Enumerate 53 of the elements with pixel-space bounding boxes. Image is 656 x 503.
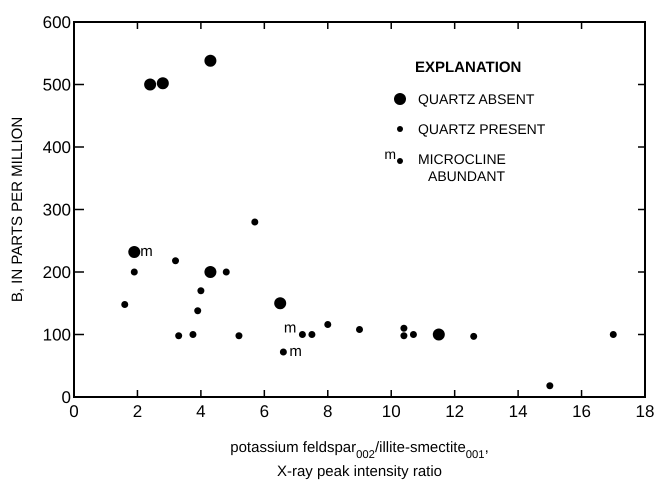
x-tick-label: 8 bbox=[323, 402, 333, 421]
point bbox=[197, 287, 204, 294]
point bbox=[324, 321, 332, 328]
point bbox=[610, 331, 617, 338]
point bbox=[470, 332, 478, 340]
point bbox=[204, 266, 216, 278]
x-tick-label: 2 bbox=[132, 402, 142, 421]
y-tick-label: 100 bbox=[42, 326, 71, 344]
point bbox=[235, 332, 242, 340]
point bbox=[410, 331, 417, 338]
x-tick-label: 12 bbox=[445, 402, 464, 421]
point bbox=[280, 348, 287, 356]
point bbox=[121, 301, 128, 308]
x-tick-label: 10 bbox=[382, 402, 401, 421]
point bbox=[308, 331, 316, 338]
legend-label: QUARTZ PRESENT bbox=[418, 121, 546, 137]
point bbox=[189, 331, 196, 338]
x-tick-label: 6 bbox=[260, 402, 270, 421]
point bbox=[144, 78, 156, 90]
point bbox=[156, 77, 169, 90]
annotation: m bbox=[289, 343, 302, 360]
annotation: MICROCLINE ABUNDANT bbox=[418, 151, 506, 184]
point bbox=[128, 246, 140, 258]
legend-title: EXPLANATION bbox=[415, 59, 522, 76]
text: potassium feldspar$_{002}$/illite-smectite$_{001}$, X-ray peak intensity ratio bbox=[230, 439, 489, 480]
point bbox=[251, 218, 258, 226]
y-tick-label: 500 bbox=[42, 76, 71, 94]
point bbox=[400, 332, 408, 340]
x-tick-label: 16 bbox=[572, 402, 592, 421]
y-axis-title: B, IN PARTS PER MILLION bbox=[9, 116, 26, 302]
y-tick-label: 300 bbox=[42, 200, 71, 220]
point bbox=[546, 382, 554, 390]
y-tick-label: 200 bbox=[42, 263, 71, 282]
y-tick-label: 0 bbox=[62, 388, 71, 407]
point bbox=[356, 326, 363, 333]
point bbox=[130, 268, 138, 276]
annotation: m bbox=[284, 320, 296, 336]
point bbox=[172, 257, 180, 264]
point bbox=[222, 268, 230, 276]
point bbox=[274, 297, 286, 310]
point bbox=[432, 328, 445, 340]
point bbox=[204, 54, 216, 67]
legend-label: QUARTZ ABSENT bbox=[418, 91, 535, 107]
point bbox=[194, 307, 202, 314]
annotation: m bbox=[140, 243, 153, 260]
x-tick-label: 18 bbox=[636, 402, 654, 421]
point bbox=[400, 324, 408, 332]
x-tick-label: 14 bbox=[508, 402, 528, 421]
y-tick-label: 600 bbox=[42, 13, 71, 32]
point bbox=[298, 331, 306, 338]
y-tick-label: 400 bbox=[42, 138, 71, 157]
point bbox=[175, 332, 182, 340]
x-tick-label: 4 bbox=[196, 402, 206, 421]
